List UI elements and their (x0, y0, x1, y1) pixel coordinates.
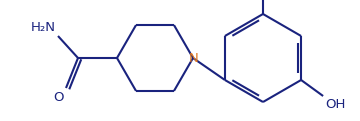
Text: N: N (189, 52, 199, 64)
Text: H₂N: H₂N (31, 21, 56, 34)
Text: O: O (54, 91, 64, 104)
Text: OH: OH (325, 98, 346, 111)
